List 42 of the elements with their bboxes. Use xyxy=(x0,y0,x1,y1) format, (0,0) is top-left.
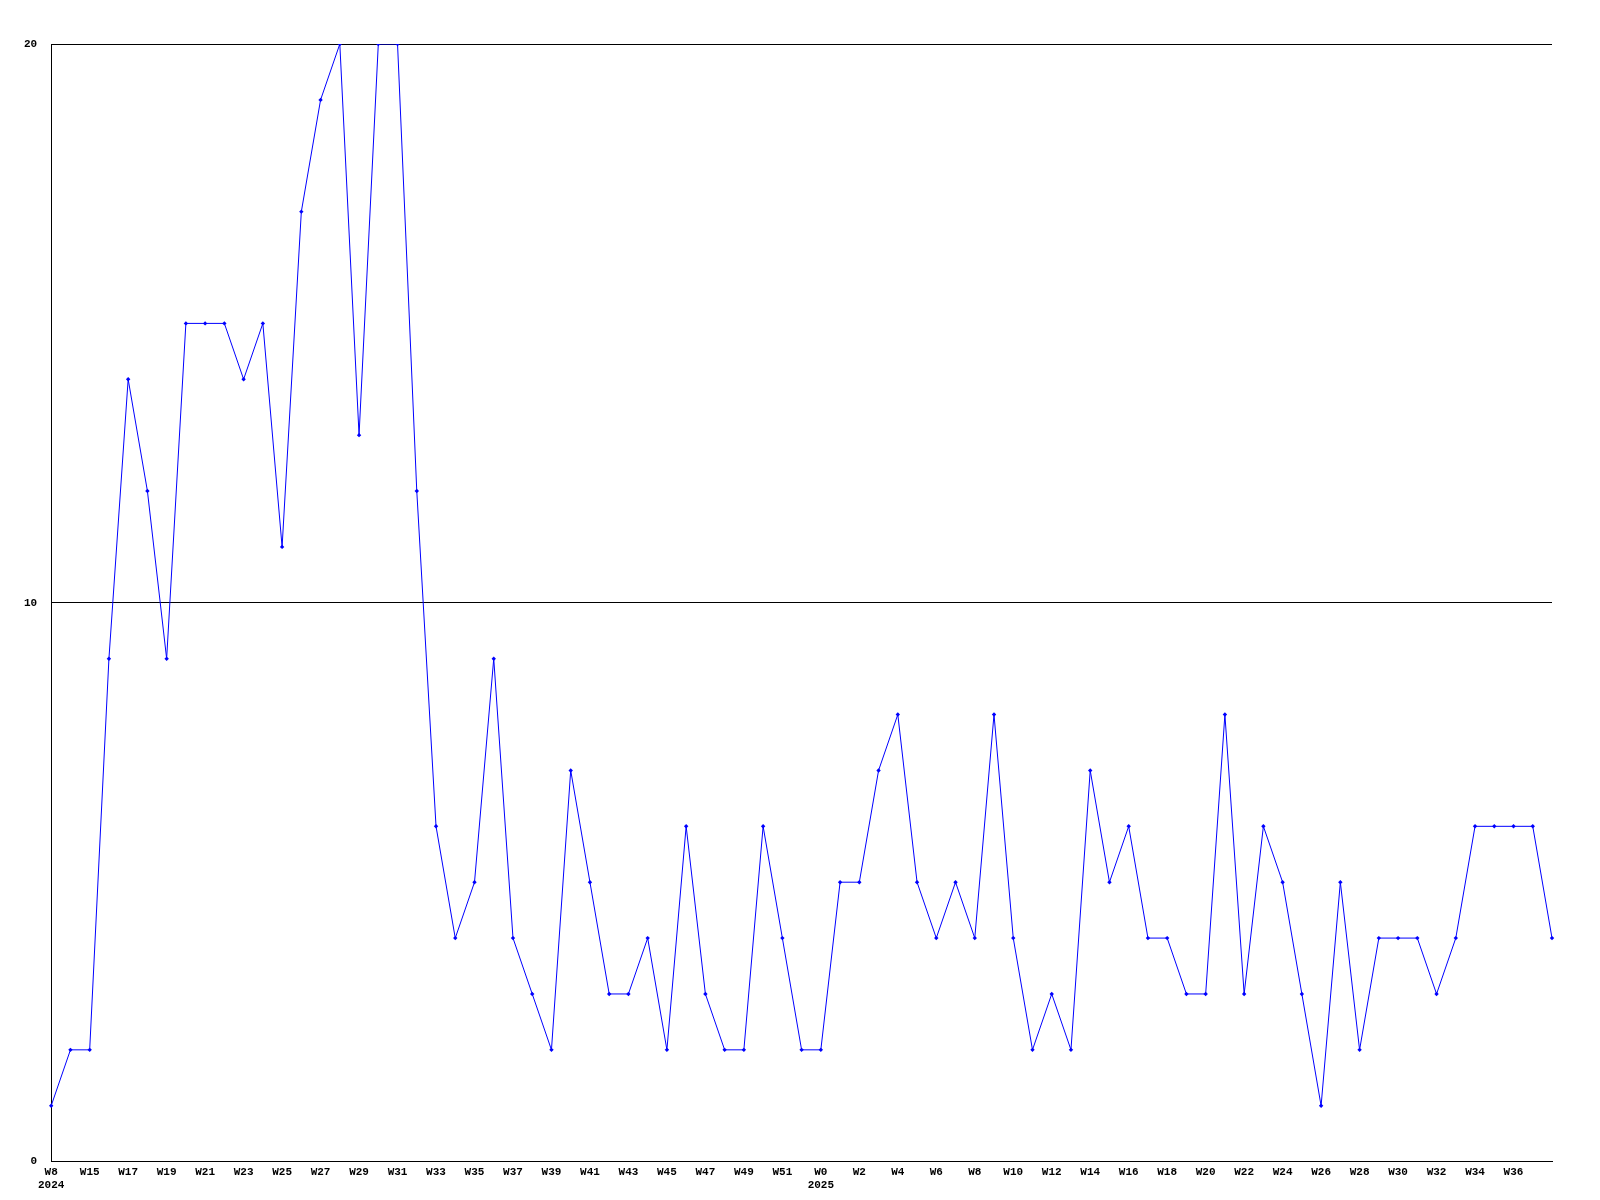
x-tick-label: W22 xyxy=(1234,1165,1255,1178)
x-tick-label: W27 xyxy=(310,1165,331,1178)
x-tick-label: W2 xyxy=(852,1165,866,1178)
x-tick-label: W4 xyxy=(891,1165,905,1178)
x-tick-label: W43 xyxy=(618,1165,639,1178)
x-tick-label: W32 xyxy=(1426,1165,1447,1178)
x-tick-label: W26 xyxy=(1311,1165,1332,1178)
x-tick-label: W36 xyxy=(1503,1165,1524,1178)
x-tick-label: W47 xyxy=(695,1165,716,1178)
x-tick-label: W21 xyxy=(195,1165,216,1178)
x-tick-label: W49 xyxy=(733,1165,754,1178)
x-tick-label: W8 xyxy=(968,1165,982,1178)
x-tick-label: W15 xyxy=(79,1165,100,1178)
x-tick-label: W17 xyxy=(118,1165,139,1178)
x-tick-label: W18 xyxy=(1157,1165,1178,1178)
x-tick-label: W16 xyxy=(1118,1165,1139,1178)
x-tick-label: W39 xyxy=(541,1165,562,1178)
x-tick-label: W28 xyxy=(1349,1165,1370,1178)
x-tick-label: W10 xyxy=(1003,1165,1024,1178)
x-tick-label: W23 xyxy=(233,1165,254,1178)
x-tick-label: W45 xyxy=(657,1165,678,1178)
x-tick-label: W41 xyxy=(580,1165,601,1178)
x-tick-label: W37 xyxy=(503,1165,523,1178)
x-tick-label: W6 xyxy=(929,1165,943,1178)
x-tick-label: W14 xyxy=(1080,1165,1101,1178)
x-tick-label: W19 xyxy=(156,1165,177,1178)
x-tick-label: W12 xyxy=(1041,1165,1062,1178)
x-tick-label: W30 xyxy=(1388,1165,1408,1178)
y-tick-label: 0 xyxy=(30,1155,38,1168)
x-tick-label: W33 xyxy=(426,1165,447,1178)
x-tick-label: W24 xyxy=(1272,1165,1293,1178)
x-tick-label: W35 xyxy=(464,1165,485,1178)
x-tick-label: W8 2024 xyxy=(38,1165,65,1192)
y-tick-label: 20 xyxy=(24,37,38,50)
x-tick-label: W20 xyxy=(1195,1165,1216,1178)
x-tick-label: W0 2025 xyxy=(807,1165,835,1192)
x-tick-label: W29 xyxy=(349,1165,369,1178)
x-tick-label: W34 xyxy=(1465,1165,1486,1178)
x-tick-label: W25 xyxy=(272,1165,293,1178)
x-tick-label: W51 xyxy=(772,1165,793,1178)
x-tick-label: W31 xyxy=(387,1165,408,1178)
y-tick-label: 10 xyxy=(24,596,38,609)
